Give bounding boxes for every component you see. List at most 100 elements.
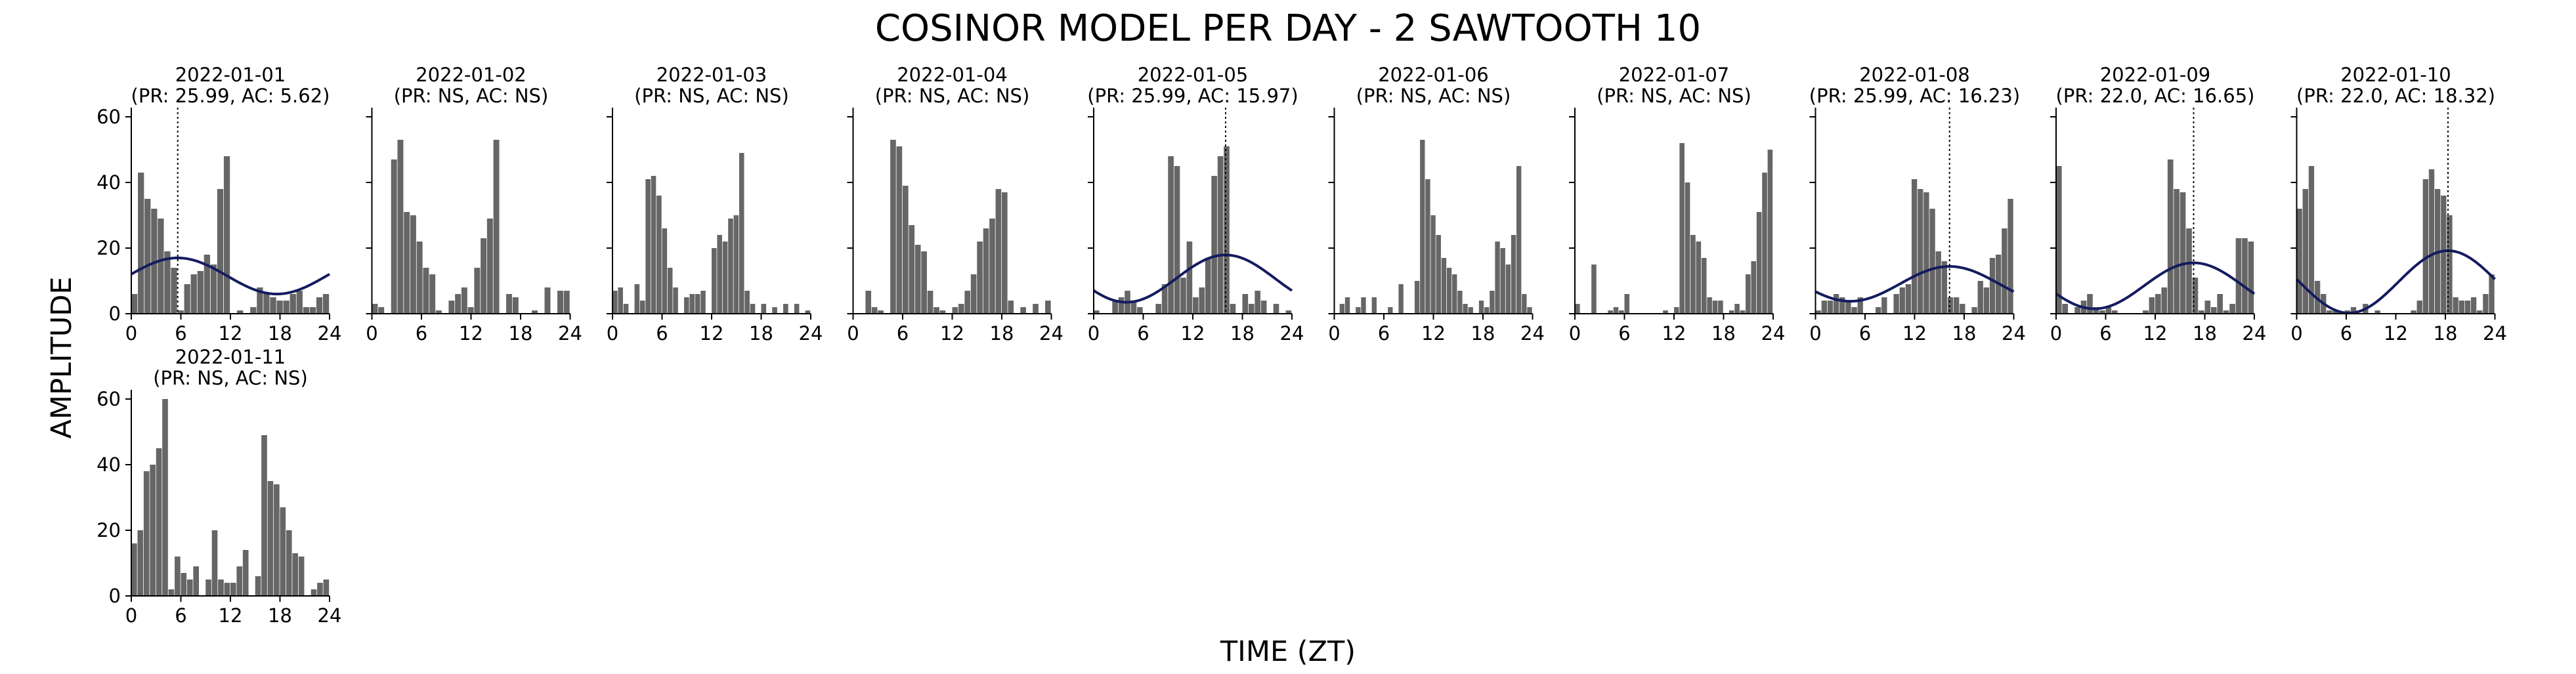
panel-4: 2022-01-04(PR: NS, AC: NS) 0 6 12 18 24	[847, 64, 1063, 345]
x-tick-label: 0	[1328, 322, 1340, 345]
x-tick-label: 18	[509, 322, 533, 345]
bar	[934, 307, 939, 314]
bar	[1833, 294, 1839, 314]
cosinor-curve	[1092, 253, 1293, 304]
bar	[1728, 310, 1734, 314]
bar	[164, 251, 171, 314]
y-tick-label: 60	[97, 388, 121, 410]
y-tick-label: 20	[97, 519, 121, 541]
panel-subtitle: (PR: NS, AC: NS)	[634, 85, 789, 107]
bar	[903, 186, 909, 314]
bar	[1161, 284, 1168, 314]
x-tick-label: 24	[1039, 322, 1063, 345]
y-axis-label: AMPLITUDE	[45, 276, 78, 438]
bar	[250, 307, 257, 314]
bar	[1452, 274, 1457, 314]
bar	[744, 291, 750, 314]
x-tick-label: 24	[2483, 322, 2507, 345]
bar	[1734, 304, 1740, 314]
bar	[995, 189, 1002, 314]
bar	[1137, 307, 1143, 314]
bar	[1505, 264, 1511, 314]
bar	[1845, 301, 1851, 314]
cosinor-curve	[131, 256, 330, 296]
bar	[1033, 304, 1039, 314]
bar	[286, 530, 292, 596]
bar	[739, 153, 744, 314]
bar	[722, 242, 728, 314]
bar	[2248, 242, 2254, 314]
y-tick-label: 0	[109, 303, 121, 325]
x-tick-label: 6	[1859, 322, 1871, 345]
bar	[989, 219, 995, 314]
bar	[2093, 307, 2099, 314]
bar	[150, 465, 156, 596]
bar	[1707, 297, 1712, 314]
bar	[1756, 212, 1762, 314]
bar	[695, 294, 700, 314]
bar	[939, 310, 946, 314]
bar	[733, 215, 739, 314]
bar	[276, 301, 283, 314]
bar	[557, 291, 563, 314]
bar	[1663, 310, 1668, 314]
bar	[274, 484, 280, 596]
bar	[372, 304, 378, 314]
bar	[1762, 173, 1767, 314]
x-tick-label: 6	[1618, 322, 1630, 345]
bar	[1260, 301, 1267, 314]
x-tick-label: 6	[175, 322, 186, 345]
bar	[2235, 238, 2242, 314]
bar	[237, 310, 244, 314]
x-tick-label: 18	[2434, 322, 2458, 345]
bar	[493, 140, 500, 314]
bar	[983, 228, 989, 314]
bar	[612, 291, 618, 314]
bar	[1224, 146, 1230, 314]
x-tick-label: 24	[1280, 322, 1304, 345]
bar	[977, 242, 983, 314]
bar	[317, 583, 323, 596]
bar	[1712, 301, 1718, 314]
panel-subtitle: (PR: 22.0, AC: 16.65)	[2056, 85, 2255, 107]
bar	[921, 251, 927, 314]
y-tick-label: 20	[97, 237, 121, 259]
bar	[298, 557, 305, 596]
bar	[218, 579, 224, 596]
bar	[1690, 235, 1696, 314]
bar	[280, 507, 286, 596]
bar	[1457, 291, 1463, 314]
bar	[1371, 297, 1377, 314]
panel-subtitle: (PR: NS, AC: NS)	[394, 85, 549, 107]
bar	[257, 287, 263, 314]
bar	[461, 287, 467, 314]
bar	[1624, 294, 1630, 314]
bar	[1414, 281, 1420, 314]
bar	[1613, 307, 1619, 314]
panel-subtitle: (PR: NS, AC: NS)	[1356, 85, 1511, 107]
x-tick-label: 0	[847, 322, 859, 345]
panel-5: 2022-01-05(PR: 25.99, AC: 15.97) 0 6 12 18 24	[1087, 64, 1304, 345]
bar	[1674, 307, 1679, 314]
x-tick-label: 0	[607, 322, 618, 345]
bar	[2229, 304, 2235, 314]
panel-title: 2022-01-01	[175, 64, 286, 86]
panel-subtitle: (PR: NS, AC: NS)	[1597, 85, 1751, 107]
bar	[1211, 176, 1217, 314]
bar	[1388, 307, 1393, 314]
bar	[410, 215, 416, 314]
bar	[2453, 297, 2458, 314]
bar	[684, 297, 689, 314]
bar	[1436, 235, 1441, 314]
bar	[2217, 294, 2223, 314]
bar	[2111, 310, 2118, 314]
bar	[1746, 274, 1751, 314]
y-tick-label: 60	[97, 106, 121, 128]
panel-6: 2022-01-06(PR: NS, AC: NS) 0 6 12 18 24	[1328, 64, 1545, 345]
bar	[1020, 307, 1026, 314]
bar	[909, 225, 915, 314]
bar	[311, 589, 317, 596]
bar	[662, 228, 668, 314]
bar	[1911, 179, 1918, 314]
